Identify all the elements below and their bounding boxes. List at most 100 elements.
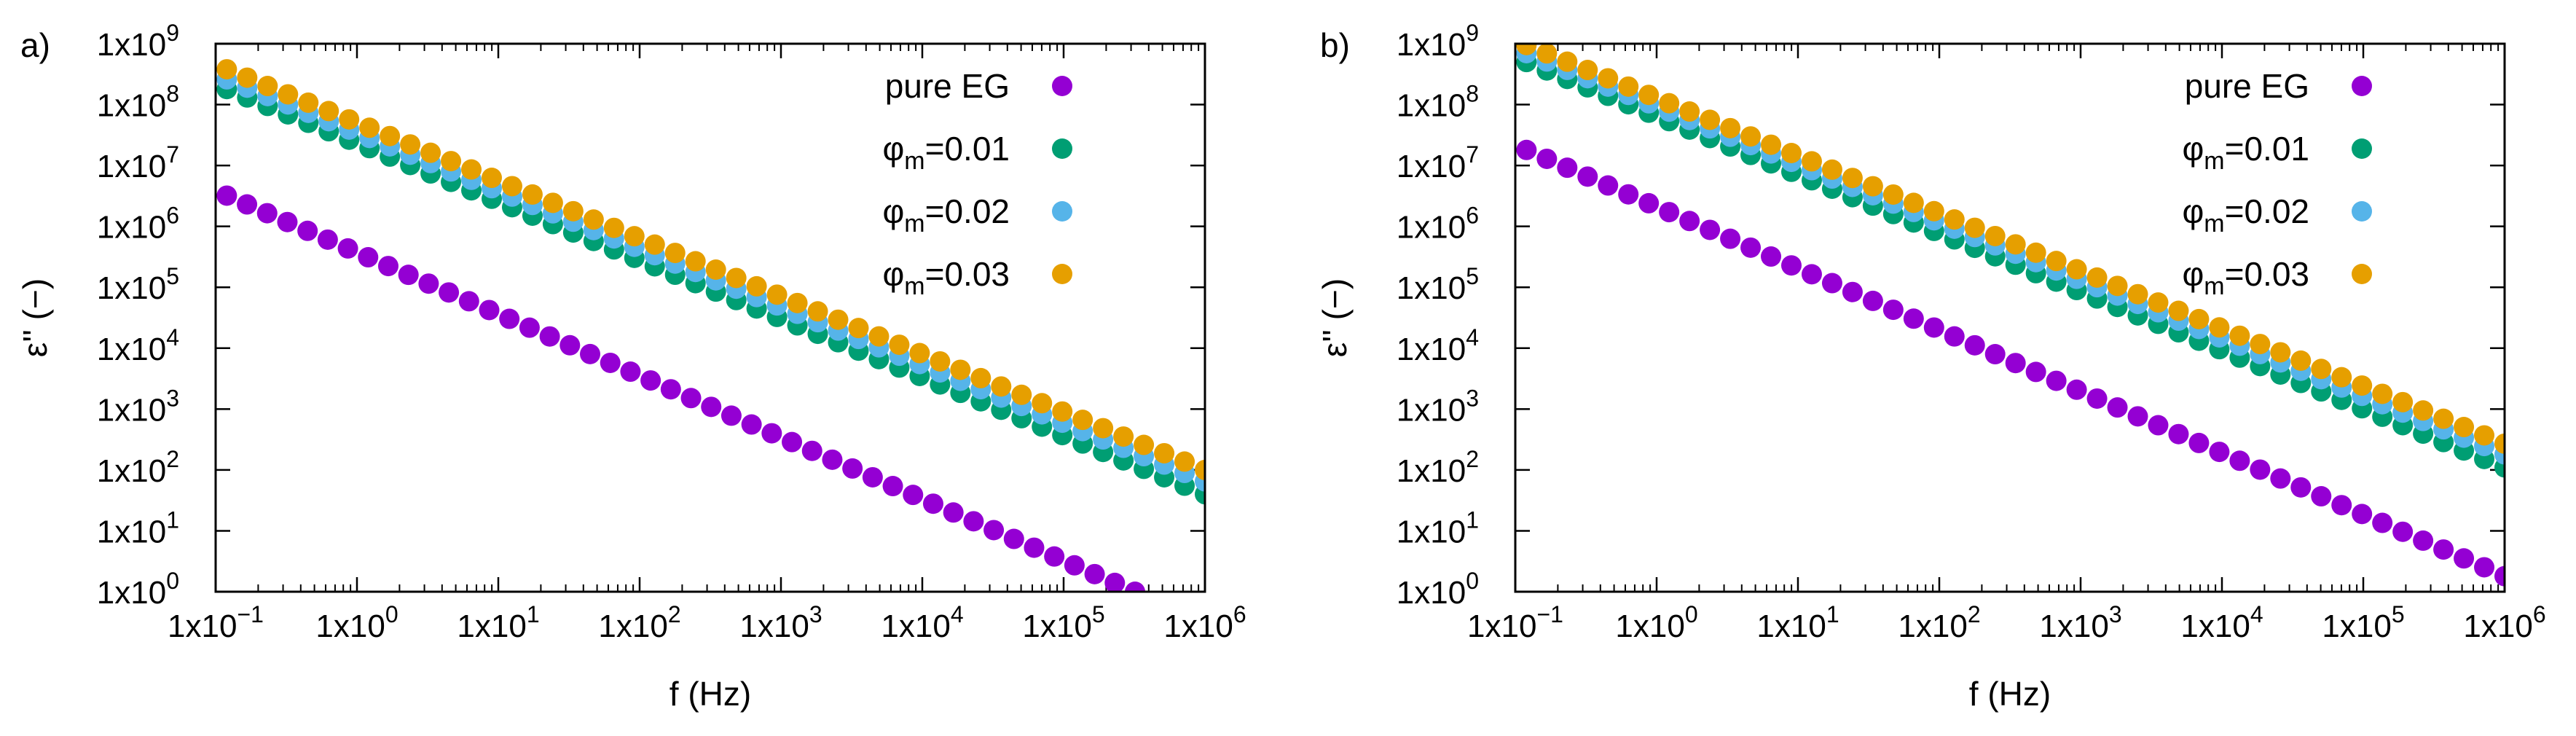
panel-a: a)1x10−1 1x100 1x101 1x102 1x103 1x104 1x105 1x…: [16, 20, 1246, 713]
legend-marker: [1052, 76, 1072, 96]
data-point: [1064, 555, 1085, 576]
data-point: [640, 370, 661, 391]
data-point: [2392, 521, 2414, 542]
data-point: [2107, 397, 2128, 418]
data-point: [807, 301, 828, 322]
data-point: [583, 209, 604, 230]
legend-entry-label: φm=0.02: [2182, 192, 2309, 238]
legend-entry-label: φm=0.03: [2182, 255, 2309, 300]
data-point: [2392, 391, 2414, 412]
x-tick-label: 1x10−1: [168, 601, 264, 644]
data-point: [398, 265, 419, 286]
data-point: [1761, 246, 1782, 267]
data-point: [1659, 93, 1680, 114]
data-point: [782, 431, 803, 453]
data-point: [889, 334, 910, 356]
data-point: [377, 256, 398, 277]
data-point: [2005, 234, 2026, 255]
data-point: [2188, 432, 2210, 453]
data-point: [420, 142, 441, 163]
series-phi_003: [1516, 44, 2505, 454]
legend-marker: [2352, 264, 2372, 284]
plot-area: [216, 59, 1205, 592]
data-point: [317, 229, 338, 250]
x-tick-label: 1x103: [2039, 601, 2121, 644]
data-point: [2433, 539, 2454, 560]
x-axis-label: f (Hz): [1969, 675, 2051, 713]
data-point: [2066, 259, 2087, 280]
legend: pure EG φm=0.01 φm=0.02 φm=0.03: [882, 67, 1072, 300]
data-point: [479, 300, 500, 321]
data-point: [2413, 530, 2434, 551]
data-point: [862, 466, 883, 488]
legend-entry-label: pure EG: [2185, 67, 2309, 105]
data-point: [2250, 334, 2271, 355]
data-point: [701, 396, 722, 418]
data-point: [2127, 283, 2148, 305]
data-point: [1195, 459, 1205, 480]
data-point: [1577, 166, 1598, 187]
data-point: [2270, 468, 2291, 489]
y-axis-label: ε'' (−): [1316, 278, 1354, 357]
minor-ticks: [1557, 44, 2500, 592]
data-point: [1964, 334, 1985, 356]
data-point: [2209, 317, 2230, 338]
x-tick-label: 1x100: [315, 601, 398, 644]
data-point: [1557, 157, 1578, 179]
data-point: [2290, 477, 2312, 498]
data-point: [761, 423, 782, 444]
legend-marker: [2352, 201, 2372, 222]
data-point: [983, 520, 1005, 541]
data-point: [216, 59, 237, 80]
x-tick-label: 1x105: [1022, 601, 1104, 644]
data-point: [720, 405, 742, 426]
data-point: [2372, 512, 2393, 533]
plot-frame: [214, 42, 1206, 593]
data-point: [726, 267, 747, 289]
data-point: [359, 117, 380, 138]
data-point: [1618, 76, 1639, 97]
legend-entry-label: φm=0.03: [882, 255, 1010, 300]
data-point: [1598, 68, 1619, 89]
data-point: [2025, 361, 2046, 383]
data-point: [237, 194, 258, 215]
data-point: [2270, 342, 2291, 363]
data-point: [441, 151, 462, 172]
data-point: [2474, 557, 2495, 578]
y-tick-label: 1x104: [1397, 324, 1479, 367]
x-tick-label: 1x105: [2322, 601, 2404, 644]
panel-label: a): [20, 26, 50, 64]
data-point: [519, 317, 540, 338]
legend-entry-label: φm=0.01: [882, 130, 1010, 175]
legend-entry-label: φm=0.01: [2182, 130, 2309, 175]
data-point: [318, 101, 339, 122]
data-point: [339, 109, 360, 130]
y-tick-label: 1x105: [97, 263, 179, 306]
data-point: [1923, 200, 1944, 222]
data-point: [1944, 326, 1965, 347]
data-point: [801, 440, 822, 461]
data-point: [1842, 281, 1863, 302]
data-point: [2229, 450, 2250, 471]
data-point: [2433, 408, 2454, 429]
data-point: [2209, 442, 2230, 463]
data-point: [2168, 300, 2189, 321]
data-point: [1903, 192, 1924, 214]
data-point: [559, 334, 581, 356]
data-point: [562, 200, 584, 222]
data-point: [2148, 415, 2169, 436]
data-point: [1720, 117, 1741, 138]
y-tick-label: 1x108: [97, 81, 179, 124]
data-point: [828, 309, 849, 330]
minor-ticks: [257, 44, 1200, 592]
data-point: [2168, 423, 2189, 445]
data-point: [624, 226, 645, 247]
data-point: [603, 217, 624, 238]
series-phi_001: [216, 79, 1205, 505]
data-point: [499, 308, 520, 329]
data-point: [1032, 393, 1053, 414]
data-point: [1862, 290, 1883, 311]
y-tick-label: 1x103: [97, 385, 179, 428]
data-point: [2148, 292, 2169, 313]
data-point: [1903, 308, 1924, 329]
